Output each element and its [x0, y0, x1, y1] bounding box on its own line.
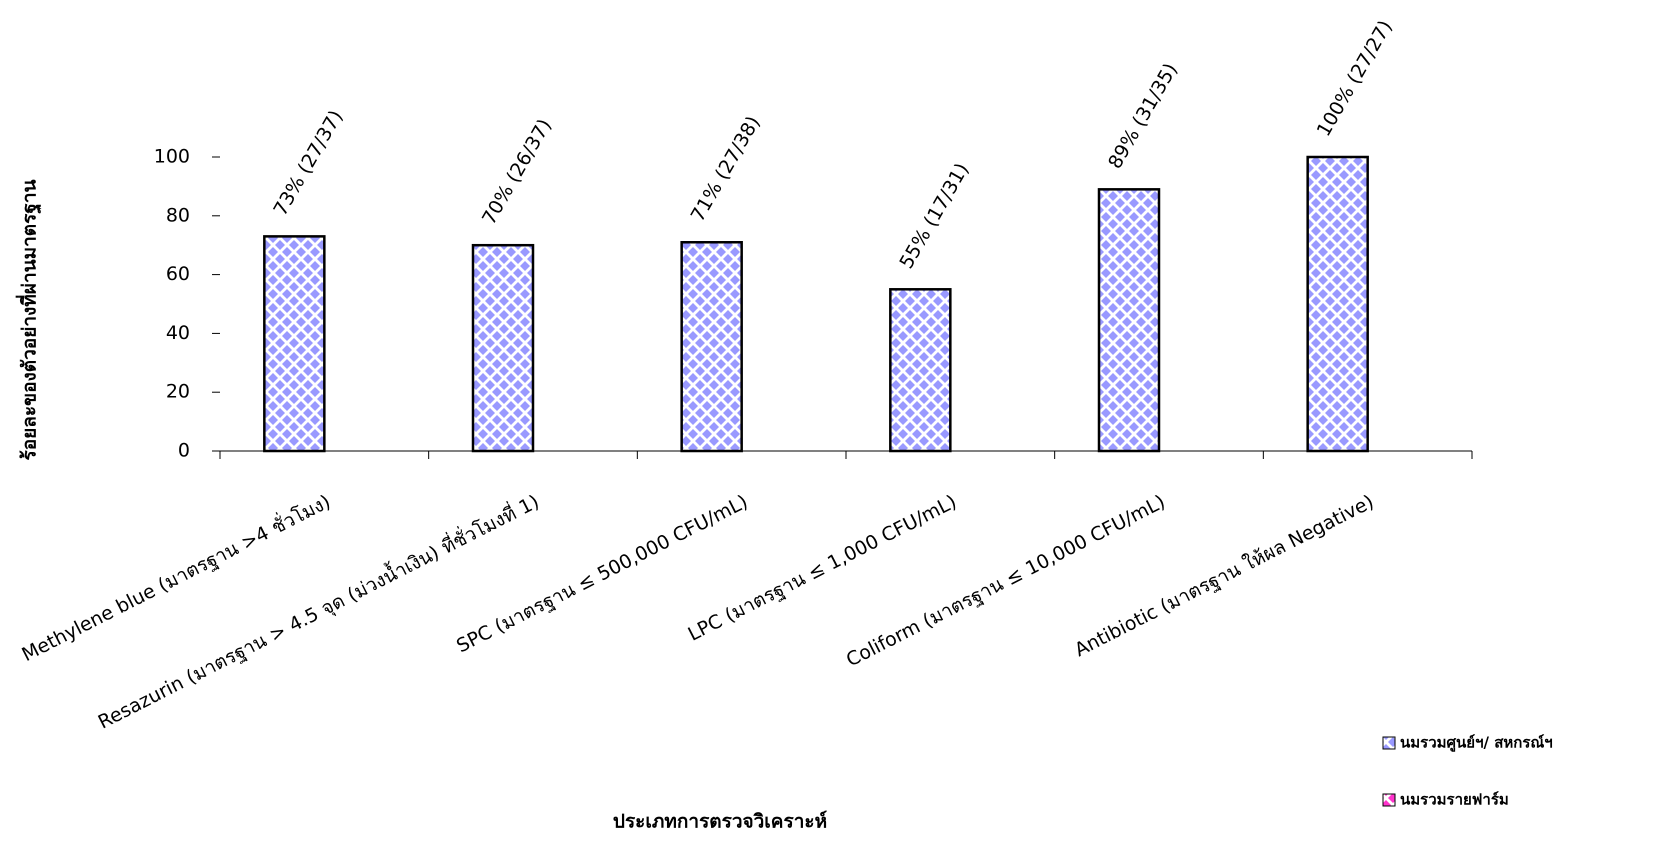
y-tick-label: 60 — [166, 263, 190, 285]
value-label: 71% (27/38) — [687, 112, 765, 225]
y-axis-title: ร้อยละของตัวอย่างที่ผ่านมาตรฐาน — [16, 180, 43, 461]
legend-label: นมรวมรายฟาร์ม — [1400, 791, 1509, 809]
bar — [1306, 155, 1369, 453]
bar — [1097, 188, 1161, 453]
x-tick-label: Resazurin (มาตรฐาน > 4.5 จุด (ม่วงน้ำเงิ… — [93, 488, 543, 734]
value-label: 70% (26/37) — [478, 115, 556, 228]
y-tick-label: 0 — [178, 440, 190, 462]
legend-label: นมรวมศูนย์ฯ/ สหกรณ์ฯ — [1400, 734, 1553, 753]
bar — [471, 243, 535, 453]
x-tick-label: Coliform (มาตรฐาน ≤ 10,000 CFU/mL) — [843, 491, 1169, 672]
legend-swatch — [1382, 736, 1396, 750]
bar — [889, 288, 952, 453]
value-label: 55% (17/31) — [895, 159, 973, 272]
y-tick-label: 40 — [166, 322, 190, 344]
x-axis-title: ประเภทการตรวจวิเคราะห์ — [613, 811, 827, 833]
bar — [263, 235, 326, 453]
value-label: 100% (27/27) — [1313, 17, 1397, 141]
y-tick-label: 20 — [166, 381, 190, 403]
value-label: 73% (27/37) — [269, 107, 347, 220]
legend-swatch — [1382, 793, 1396, 807]
bar — [680, 241, 743, 453]
value-label: 89% (31/35) — [1104, 60, 1182, 173]
y-tick-label: 80 — [166, 204, 190, 226]
y-tick-label: 100 — [154, 146, 190, 168]
